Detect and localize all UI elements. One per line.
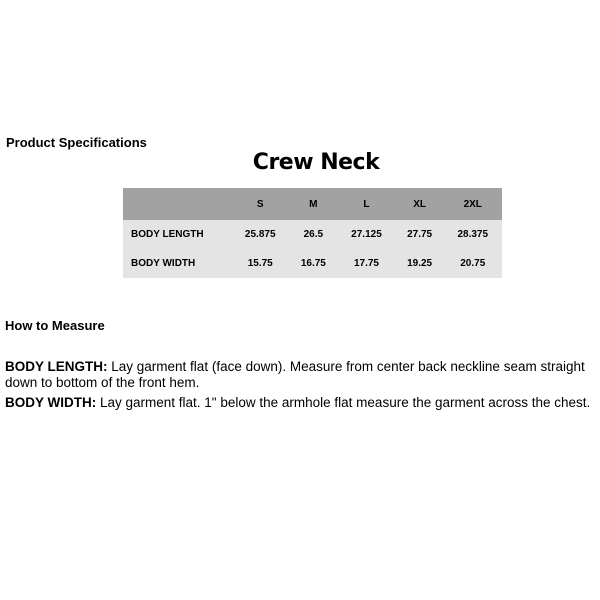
header-size: S: [256, 198, 264, 210]
section-heading: Product Specifications: [6, 135, 147, 150]
table-row: BODY LENGTH 25.875 26.5 27.125 27.75 28.…: [123, 220, 502, 249]
size-chart-table: S M L XL 2XL BODY LENGTH 25.875 26.5 27.…: [123, 188, 502, 278]
cell: 19.25: [407, 258, 433, 269]
cell: 28.375: [457, 229, 489, 240]
how-to-measure-heading: How to Measure: [5, 318, 105, 333]
cell: 17.75: [353, 258, 379, 269]
cell: 27.125: [351, 229, 382, 240]
header-size: M: [309, 198, 318, 210]
instruction-term: BODY LENGTH:: [5, 359, 108, 374]
cell: 26.5: [303, 229, 324, 240]
cell: 16.75: [300, 258, 326, 269]
measure-instruction: BODY WIDTH: Lay garment flat. 1" below t…: [5, 395, 600, 411]
cell: 27.75: [407, 229, 433, 240]
instruction-text: Lay garment flat. 1" below the armhole f…: [96, 395, 591, 410]
cell: 25.875: [244, 229, 276, 240]
header-size: XL: [413, 198, 426, 210]
table-header-row: S M L XL 2XL: [123, 188, 502, 220]
cell: 20.75: [460, 258, 486, 269]
table-row: BODY WIDTH 15.75 16.75 17.75 19.25 20.75: [123, 249, 502, 278]
cell: 15.75: [247, 258, 273, 269]
instruction-text: Lay garment flat (face down). Measure fr…: [5, 359, 585, 390]
chart-title: Crew Neck: [252, 150, 380, 175]
header-size: L: [363, 198, 370, 210]
measure-instruction: BODY LENGTH: Lay garment flat (face down…: [5, 359, 600, 391]
row-label: BODY WIDTH: [131, 258, 196, 269]
header-size: 2XL: [463, 198, 482, 210]
header-blank: [123, 188, 231, 220]
row-label: BODY LENGTH: [131, 229, 204, 240]
instruction-term: BODY WIDTH:: [5, 395, 97, 410]
